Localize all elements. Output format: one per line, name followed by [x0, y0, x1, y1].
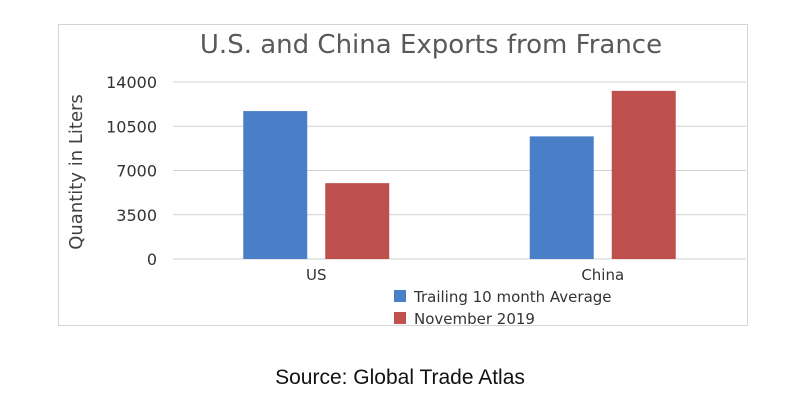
legend-swatch — [394, 312, 406, 324]
bar-us-series-2 — [325, 183, 390, 259]
x-tick-label: China — [581, 266, 624, 284]
legend-label: Trailing 10 month Average — [413, 288, 612, 306]
y-tick-label: 3500 — [116, 206, 157, 225]
bar-china-series-1 — [529, 136, 594, 259]
bar-china-series-2 — [611, 90, 676, 259]
x-tick-label: US — [306, 266, 327, 284]
x-axis-ticks: US China — [306, 266, 624, 284]
bars — [243, 90, 676, 259]
y-axis-ticks: 0 3500 7000 10500 14000 — [106, 73, 157, 269]
y-tick-label: 0 — [147, 250, 157, 269]
legend-swatch — [394, 290, 406, 302]
legend: Trailing 10 month Average November 2019 — [394, 288, 612, 328]
y-tick-label: 14000 — [106, 73, 157, 92]
legend-label: November 2019 — [414, 310, 535, 328]
source-caption: Source: Global Trade Atlas — [275, 366, 525, 389]
y-tick-label: 10500 — [106, 117, 157, 136]
y-tick-label: 7000 — [116, 162, 157, 181]
chart-title: U.S. and China Exports from France — [200, 30, 662, 60]
y-axis-label: Quantity in Liters — [66, 94, 87, 250]
bar-us-series-1 — [243, 111, 308, 259]
